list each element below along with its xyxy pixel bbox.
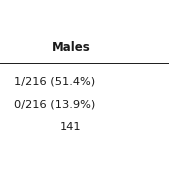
Text: 141: 141: [60, 122, 82, 132]
Text: 1/216 (51.4%): 1/216 (51.4%): [14, 76, 95, 86]
Text: Males: Males: [52, 41, 90, 54]
Text: 0/216 (13.9%): 0/216 (13.9%): [14, 100, 95, 110]
